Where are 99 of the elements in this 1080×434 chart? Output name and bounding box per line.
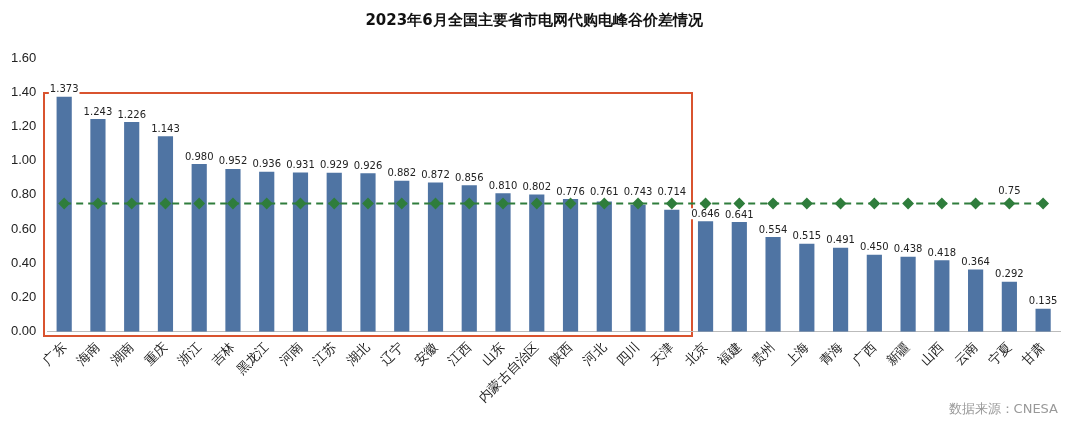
data-label: 0.438: [893, 243, 923, 255]
bar: [934, 260, 950, 332]
bar: [225, 168, 241, 332]
chart-title: 2023年6月全国主要省市电网代购电峰谷价差情况: [365, 10, 704, 29]
y-tick-label: 0.00: [10, 323, 37, 339]
bar: [360, 173, 376, 332]
x-tick-label: 贵州: [748, 339, 778, 369]
bar: [866, 254, 882, 332]
x-tick-label: 重庆: [141, 339, 171, 369]
x-tick-label: 北京: [681, 339, 711, 369]
data-label: 0.802: [522, 181, 552, 193]
y-tick-label: 0.80: [10, 186, 37, 202]
x-tick-label: 安徽: [411, 339, 441, 369]
x-tick-label: 甘肃: [1018, 339, 1048, 369]
x-tick-label: 云南: [951, 339, 981, 369]
y-tick-label: 0.20: [10, 289, 37, 305]
x-tick-label: 上海: [782, 339, 812, 369]
y-tick-label: 1.20: [10, 118, 37, 134]
data-label: 0.135: [1028, 295, 1058, 307]
x-tick-label: 天津: [647, 339, 677, 369]
x-tick-label: 湖南: [107, 339, 137, 369]
x-tick-label: 新疆: [883, 339, 913, 369]
x-tick-label: 浙江: [174, 339, 204, 369]
data-label: 0.75: [998, 185, 1021, 197]
data-label: 0.776: [556, 185, 585, 197]
bar: [124, 122, 140, 332]
bar: [1035, 308, 1051, 332]
x-tick-label: 山东: [478, 339, 508, 369]
bar: [495, 193, 511, 332]
data-label: 0.743: [623, 186, 653, 198]
bar: [427, 182, 444, 332]
x-tick-label: 广西: [850, 339, 879, 369]
data-label: 0.292: [995, 268, 1024, 280]
data-label: 1.143: [151, 122, 180, 134]
x-tick-label: 河南: [276, 339, 306, 369]
data-label: 0.810: [488, 179, 518, 191]
bar: [292, 172, 309, 332]
data-label: 0.931: [286, 159, 315, 171]
bar: [1001, 281, 1017, 332]
x-tick-label: 四川: [613, 339, 643, 369]
data-label: 1.243: [83, 105, 113, 117]
bar: [461, 185, 477, 332]
data-label: 0.936: [252, 158, 282, 170]
data-label: 0.641: [724, 208, 754, 220]
data-label: 0.450: [860, 241, 889, 253]
bar: [664, 209, 680, 332]
data-label: 0.926: [353, 159, 383, 171]
source-note: 数据来源：CNESA: [948, 400, 1058, 418]
data-label: 0.952: [218, 155, 248, 167]
bar: [765, 237, 781, 332]
bar: [596, 201, 612, 332]
data-label: 0.872: [421, 169, 450, 181]
x-tick-label: 广东: [39, 339, 69, 369]
x-tick-label: 海南: [73, 339, 103, 369]
bar: [697, 221, 714, 332]
data-label: 0.364: [961, 256, 990, 268]
bar: [900, 256, 916, 332]
x-tick-label: 江西: [444, 339, 474, 369]
data-label: 1.373: [49, 83, 79, 95]
x-tick-label: 辽宁: [377, 339, 407, 369]
data-label: 0.929: [319, 159, 349, 171]
bar: [394, 180, 410, 332]
bar: [326, 172, 342, 332]
x-tick-label: 江苏: [309, 339, 339, 369]
data-label: 0.418: [927, 246, 957, 258]
data-label: 1.226: [117, 108, 147, 120]
data-label: 0.714: [657, 186, 687, 198]
bar: [968, 269, 984, 332]
bar: [90, 119, 106, 332]
data-label: 0.554: [758, 223, 788, 235]
bar: [731, 222, 747, 332]
data-label: 0.491: [826, 234, 855, 246]
x-tick-label: 青海: [816, 339, 846, 369]
x-tick-label: 黑龙江: [233, 339, 272, 378]
bar: [191, 164, 207, 332]
data-label: 0.515: [792, 230, 822, 242]
y-tick-label: 0.40: [10, 254, 37, 270]
bar: [562, 199, 579, 332]
data-label: 0.761: [589, 186, 619, 198]
data-label: 0.980: [184, 150, 214, 162]
data-label: 0.882: [387, 167, 417, 179]
x-tick-label: 福建: [714, 339, 744, 369]
x-tick-label: 山西: [917, 339, 947, 369]
bar: [799, 243, 815, 332]
bar: [529, 194, 545, 332]
bar: [259, 171, 275, 332]
bar: [832, 247, 849, 332]
x-tick-label: 湖北: [343, 339, 373, 369]
data-label: 0.646: [691, 207, 720, 219]
data-label: 0.856: [454, 171, 484, 183]
y-tick-label: 1.40: [10, 83, 37, 99]
y-tick-label: 0.60: [10, 220, 37, 236]
y-tick-label: 1.00: [10, 152, 37, 168]
x-tick-label: 河北: [579, 339, 609, 369]
bar: [157, 136, 174, 332]
bar: [630, 204, 646, 332]
y-tick-label: 1.60: [10, 49, 37, 65]
x-tick-label: 宁夏: [985, 339, 1015, 369]
x-tick-label: 陕西: [546, 339, 576, 369]
